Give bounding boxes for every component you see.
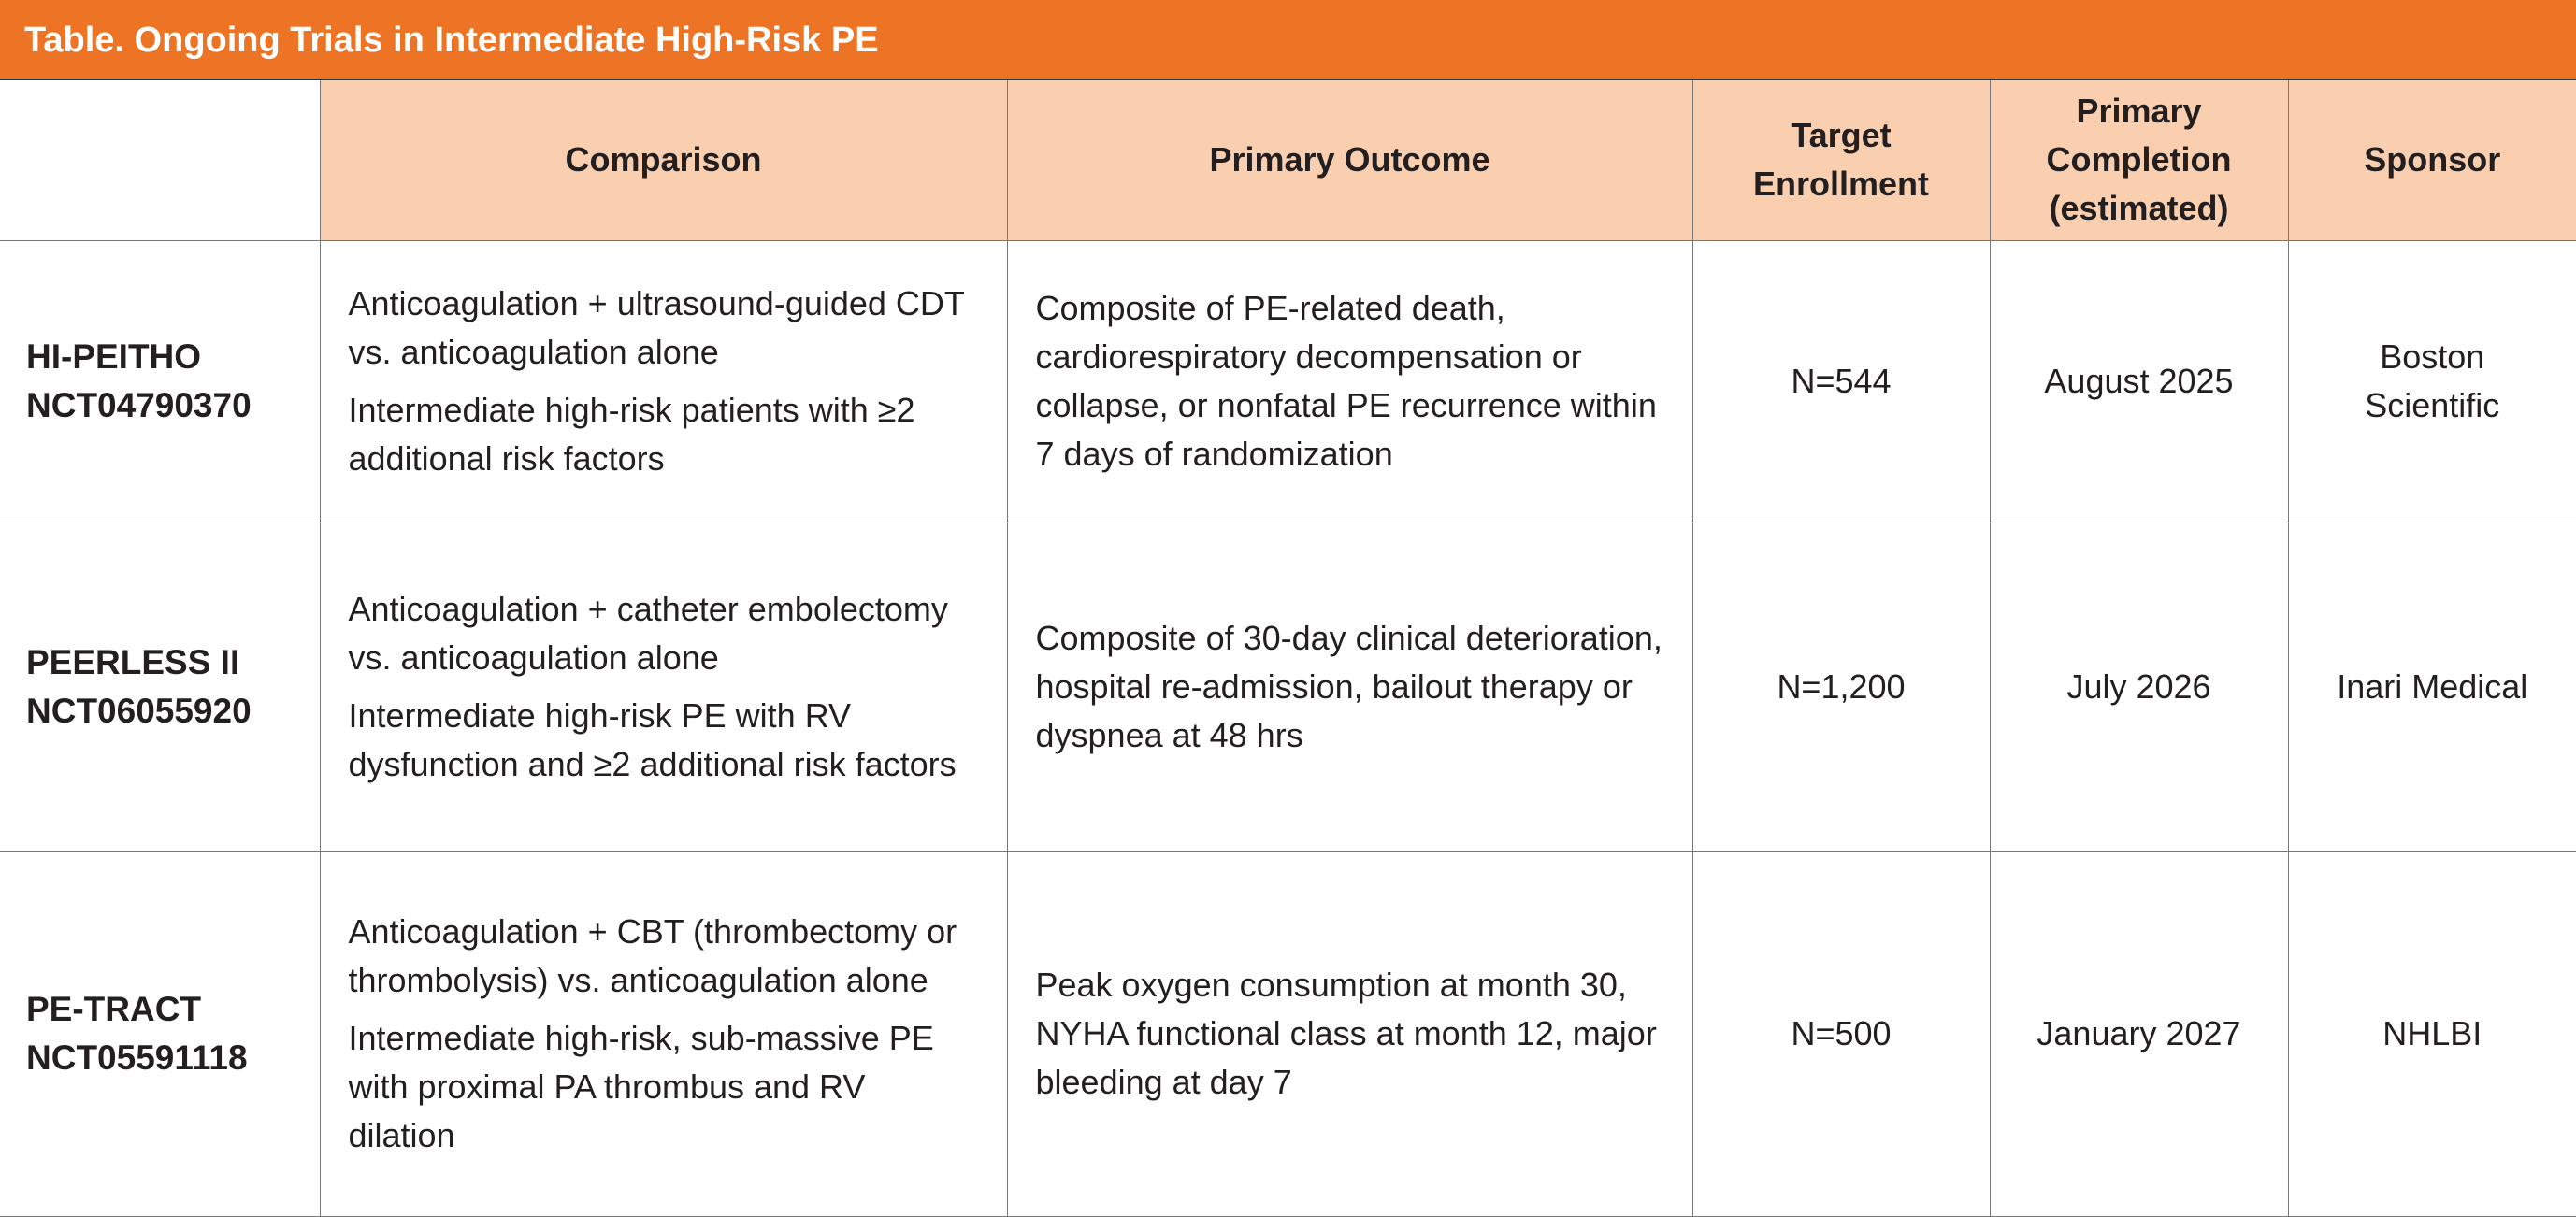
header-row: Comparison Primary Outcome Target Enroll… — [0, 80, 2576, 241]
header-comparison: Comparison — [319, 80, 1008, 241]
population-text: Intermediate high-risk, sub-massive PE w… — [348, 1018, 934, 1154]
table-row: PE-TRACT NCT05591118 Anticoagulation + CB… — [0, 850, 2576, 1217]
comparison-cell: Anticoagulation + CBT (thrombectomy or t… — [319, 850, 1008, 1217]
comparison-cell: Anticoagulation + catheter embolectomy v… — [319, 522, 1008, 852]
trial-nct: NCT05591118 — [26, 1038, 248, 1077]
trials-table: Comparison Primary Outcome Target Enroll… — [0, 80, 2576, 1217]
sponsor-cell: NHLBI — [2287, 850, 2576, 1217]
completion-cell: July 2026 — [1989, 522, 2289, 852]
header-sponsor: Sponsor — [2287, 80, 2576, 241]
trial-name: PEERLESS II — [26, 642, 240, 681]
table-title: Table. Ongoing Trials in Intermediate Hi… — [0, 0, 2576, 80]
outcome-cell: Composite of PE-related death, cardiores… — [1006, 239, 1693, 523]
outcome-cell: Composite of 30-day clinical deteriorati… — [1006, 522, 1693, 852]
enrollment-cell: N=1,200 — [1691, 522, 1991, 852]
trial-name: PE-TRACT — [26, 989, 202, 1028]
table-row: HI-PEITHO NCT04790370 Anticoagulation + u… — [0, 239, 2576, 523]
header-blank — [0, 80, 321, 241]
comparison-text: Anticoagulation + CBT (thrombectomy or t… — [348, 911, 957, 999]
sponsor-cell: Boston Scientific — [2287, 239, 2576, 523]
trial-nct: NCT04790370 — [26, 386, 252, 424]
outcome-cell: Peak oxygen consumption at month 30, NYH… — [1006, 850, 1693, 1217]
trial-name: HI-PEITHO — [26, 337, 202, 376]
header-target-enrollment: Target Enrollment — [1691, 80, 1991, 241]
trial-nct: NCT06055920 — [26, 691, 252, 730]
comparison-text: Anticoagulation + catheter embolectomy v… — [348, 589, 948, 677]
enrollment-cell: N=544 — [1691, 239, 1991, 523]
completion-cell: January 2027 — [1989, 850, 2289, 1217]
header-primary-completion: Primary Completion (estimated) — [1989, 80, 2289, 241]
trial-name-cell: HI-PEITHO NCT04790370 — [0, 239, 321, 523]
comparison-cell: Anticoagulation + ultrasound-guided CDT … — [319, 239, 1008, 523]
comparison-text: Anticoagulation + ultrasound-guided CDT … — [348, 284, 965, 371]
sponsor-cell: Inari Medical — [2287, 522, 2576, 852]
completion-cell: August 2025 — [1989, 239, 2289, 523]
population-text: Intermediate high-risk patients with ≥2 … — [348, 391, 915, 478]
trial-name-cell: PEERLESS II NCT06055920 — [0, 522, 321, 852]
header-primary-outcome: Primary Outcome — [1006, 80, 1693, 241]
trial-name-cell: PE-TRACT NCT05591118 — [0, 850, 321, 1217]
population-text: Intermediate high-risk PE with RV dysfun… — [348, 695, 957, 783]
table-row: PEERLESS II NCT06055920 Anticoagulation +… — [0, 522, 2576, 852]
enrollment-cell: N=500 — [1691, 850, 1991, 1217]
